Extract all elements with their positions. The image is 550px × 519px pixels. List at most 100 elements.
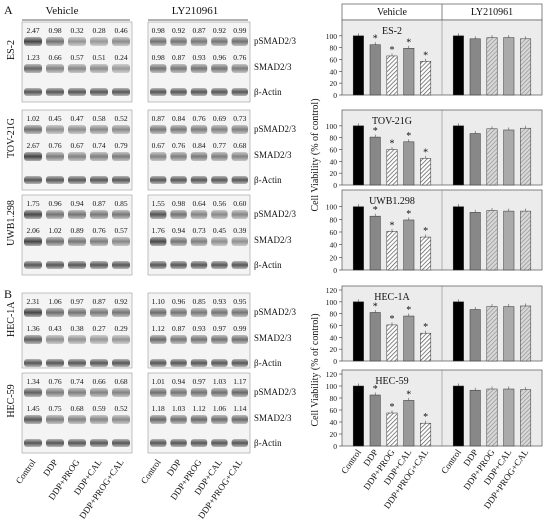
densitometry-value: 1.23 bbox=[26, 53, 39, 62]
significance-star: * bbox=[406, 131, 411, 142]
densitometry-value: 0.66 bbox=[92, 377, 105, 386]
chart-ylabel-b: Cell Viability (% of control) bbox=[310, 313, 321, 426]
band-smad bbox=[150, 335, 167, 344]
y-tick-label: 80 bbox=[330, 310, 338, 319]
band-psmad bbox=[46, 125, 64, 134]
bar-ly210961 bbox=[503, 210, 515, 271]
band-psmad bbox=[46, 37, 64, 46]
densitometry-value: 0.51 bbox=[92, 53, 105, 62]
band-actin bbox=[68, 176, 86, 184]
band-psmad bbox=[170, 308, 187, 317]
densitometry-value: 0.98 bbox=[48, 26, 61, 35]
bar-ly210961 bbox=[486, 210, 498, 271]
y-tick-label: 60 bbox=[330, 56, 338, 65]
band-actin bbox=[90, 261, 108, 269]
band-psmad bbox=[112, 308, 130, 317]
densitometry-value: 0.87 bbox=[152, 114, 165, 123]
densitometry-value: 0.84 bbox=[192, 141, 205, 150]
densitometry-value: 0.76 bbox=[48, 141, 61, 150]
densitometry-value: 1.02 bbox=[26, 114, 39, 123]
band-actin bbox=[68, 261, 86, 269]
blot-row-label: pSMAD2/3 bbox=[254, 387, 297, 397]
blot-xlabel-vehicle: DDP bbox=[41, 457, 60, 477]
band-actin bbox=[190, 261, 208, 269]
blot-panel-ly210961 bbox=[147, 292, 251, 369]
band-smad bbox=[90, 64, 108, 73]
densitometry-value: 0.96 bbox=[172, 297, 185, 306]
band-actin bbox=[170, 439, 187, 447]
band-smad bbox=[190, 64, 208, 73]
blot-cell-label: TOV-21G bbox=[6, 118, 17, 158]
bar-ly210961 bbox=[452, 125, 464, 186]
bar-vehicle bbox=[386, 149, 398, 186]
chart-title: UWB1.298 bbox=[369, 196, 415, 207]
y-tick-label: 60 bbox=[330, 406, 338, 415]
densitometry-value: 0.69 bbox=[213, 114, 226, 123]
densitometry-value: 2.31 bbox=[26, 297, 39, 306]
band-smad bbox=[24, 64, 42, 73]
y-tick-label: 40 bbox=[330, 241, 338, 250]
bar-vehicle bbox=[386, 412, 398, 447]
densitometry-value: 0.24 bbox=[114, 53, 127, 62]
bar-ly210961 bbox=[469, 389, 481, 447]
y-tick-label: 0 bbox=[333, 91, 337, 100]
blot-row-label: β-Actin bbox=[254, 358, 282, 368]
blot-xlabel-ly210961: DDP bbox=[165, 457, 184, 477]
densitometry-value: 2.67 bbox=[26, 141, 39, 150]
band-psmad bbox=[46, 388, 64, 397]
bar-vehicle bbox=[403, 48, 415, 96]
blot-row-label: pSMAD2/3 bbox=[254, 36, 297, 46]
y-tick-label: 100 bbox=[326, 382, 338, 391]
band-actin bbox=[170, 261, 187, 269]
band-psmad bbox=[46, 210, 64, 219]
band-smad bbox=[46, 64, 64, 73]
bar-vehicle bbox=[420, 61, 432, 96]
group-label-ly210961: LY210961 bbox=[172, 5, 219, 17]
y-tick-label: 80 bbox=[330, 215, 338, 224]
band-psmad bbox=[231, 388, 248, 397]
band-smad bbox=[68, 415, 86, 424]
band-actin bbox=[112, 261, 130, 269]
band-smad bbox=[190, 335, 208, 344]
bar-ly210961 bbox=[469, 212, 481, 271]
band-smad bbox=[231, 237, 248, 246]
band-psmad bbox=[190, 308, 208, 317]
y-tick-label: 80 bbox=[330, 134, 338, 143]
y-tick-label: 20 bbox=[330, 430, 338, 439]
band-actin bbox=[90, 88, 108, 96]
band-psmad bbox=[68, 37, 86, 46]
band-psmad bbox=[231, 125, 248, 134]
densitometry-value: 0.94 bbox=[172, 377, 185, 386]
densitometry-value: 0.87 bbox=[192, 26, 205, 35]
bar-vehicle bbox=[369, 394, 381, 447]
densitometry-value: 0.85 bbox=[114, 199, 127, 208]
band-smad bbox=[211, 237, 228, 246]
densitometry-value: 0.67 bbox=[152, 141, 165, 150]
band-smad bbox=[170, 237, 187, 246]
band-actin bbox=[90, 176, 108, 184]
band-actin bbox=[190, 359, 208, 367]
y-tick-label: 0 bbox=[333, 357, 337, 366]
densitometry-value: 1.76 bbox=[152, 226, 165, 235]
densitometry-value: 1.01 bbox=[152, 377, 165, 386]
band-psmad bbox=[24, 125, 42, 134]
band-smad bbox=[231, 152, 248, 161]
densitometry-value: 1.06 bbox=[213, 404, 226, 413]
chart-header-ly210961: LY210961 bbox=[471, 7, 513, 18]
densitometry-value: 0.87 bbox=[172, 324, 185, 333]
densitometry-value: 0.73 bbox=[192, 226, 205, 235]
bar-vehicle bbox=[420, 422, 432, 447]
densitometry-value: 0.43 bbox=[48, 324, 61, 333]
significance-star: * bbox=[390, 314, 395, 325]
bar-ly210961 bbox=[486, 306, 498, 362]
band-actin bbox=[46, 439, 64, 447]
densitometry-value: 1.18 bbox=[152, 404, 165, 413]
densitometry-value: 0.84 bbox=[172, 114, 185, 123]
significance-star: * bbox=[423, 412, 428, 423]
band-smad bbox=[68, 237, 86, 246]
band-actin bbox=[68, 439, 86, 447]
blot-panel-vehicle bbox=[21, 292, 133, 369]
significance-star: * bbox=[406, 305, 411, 316]
